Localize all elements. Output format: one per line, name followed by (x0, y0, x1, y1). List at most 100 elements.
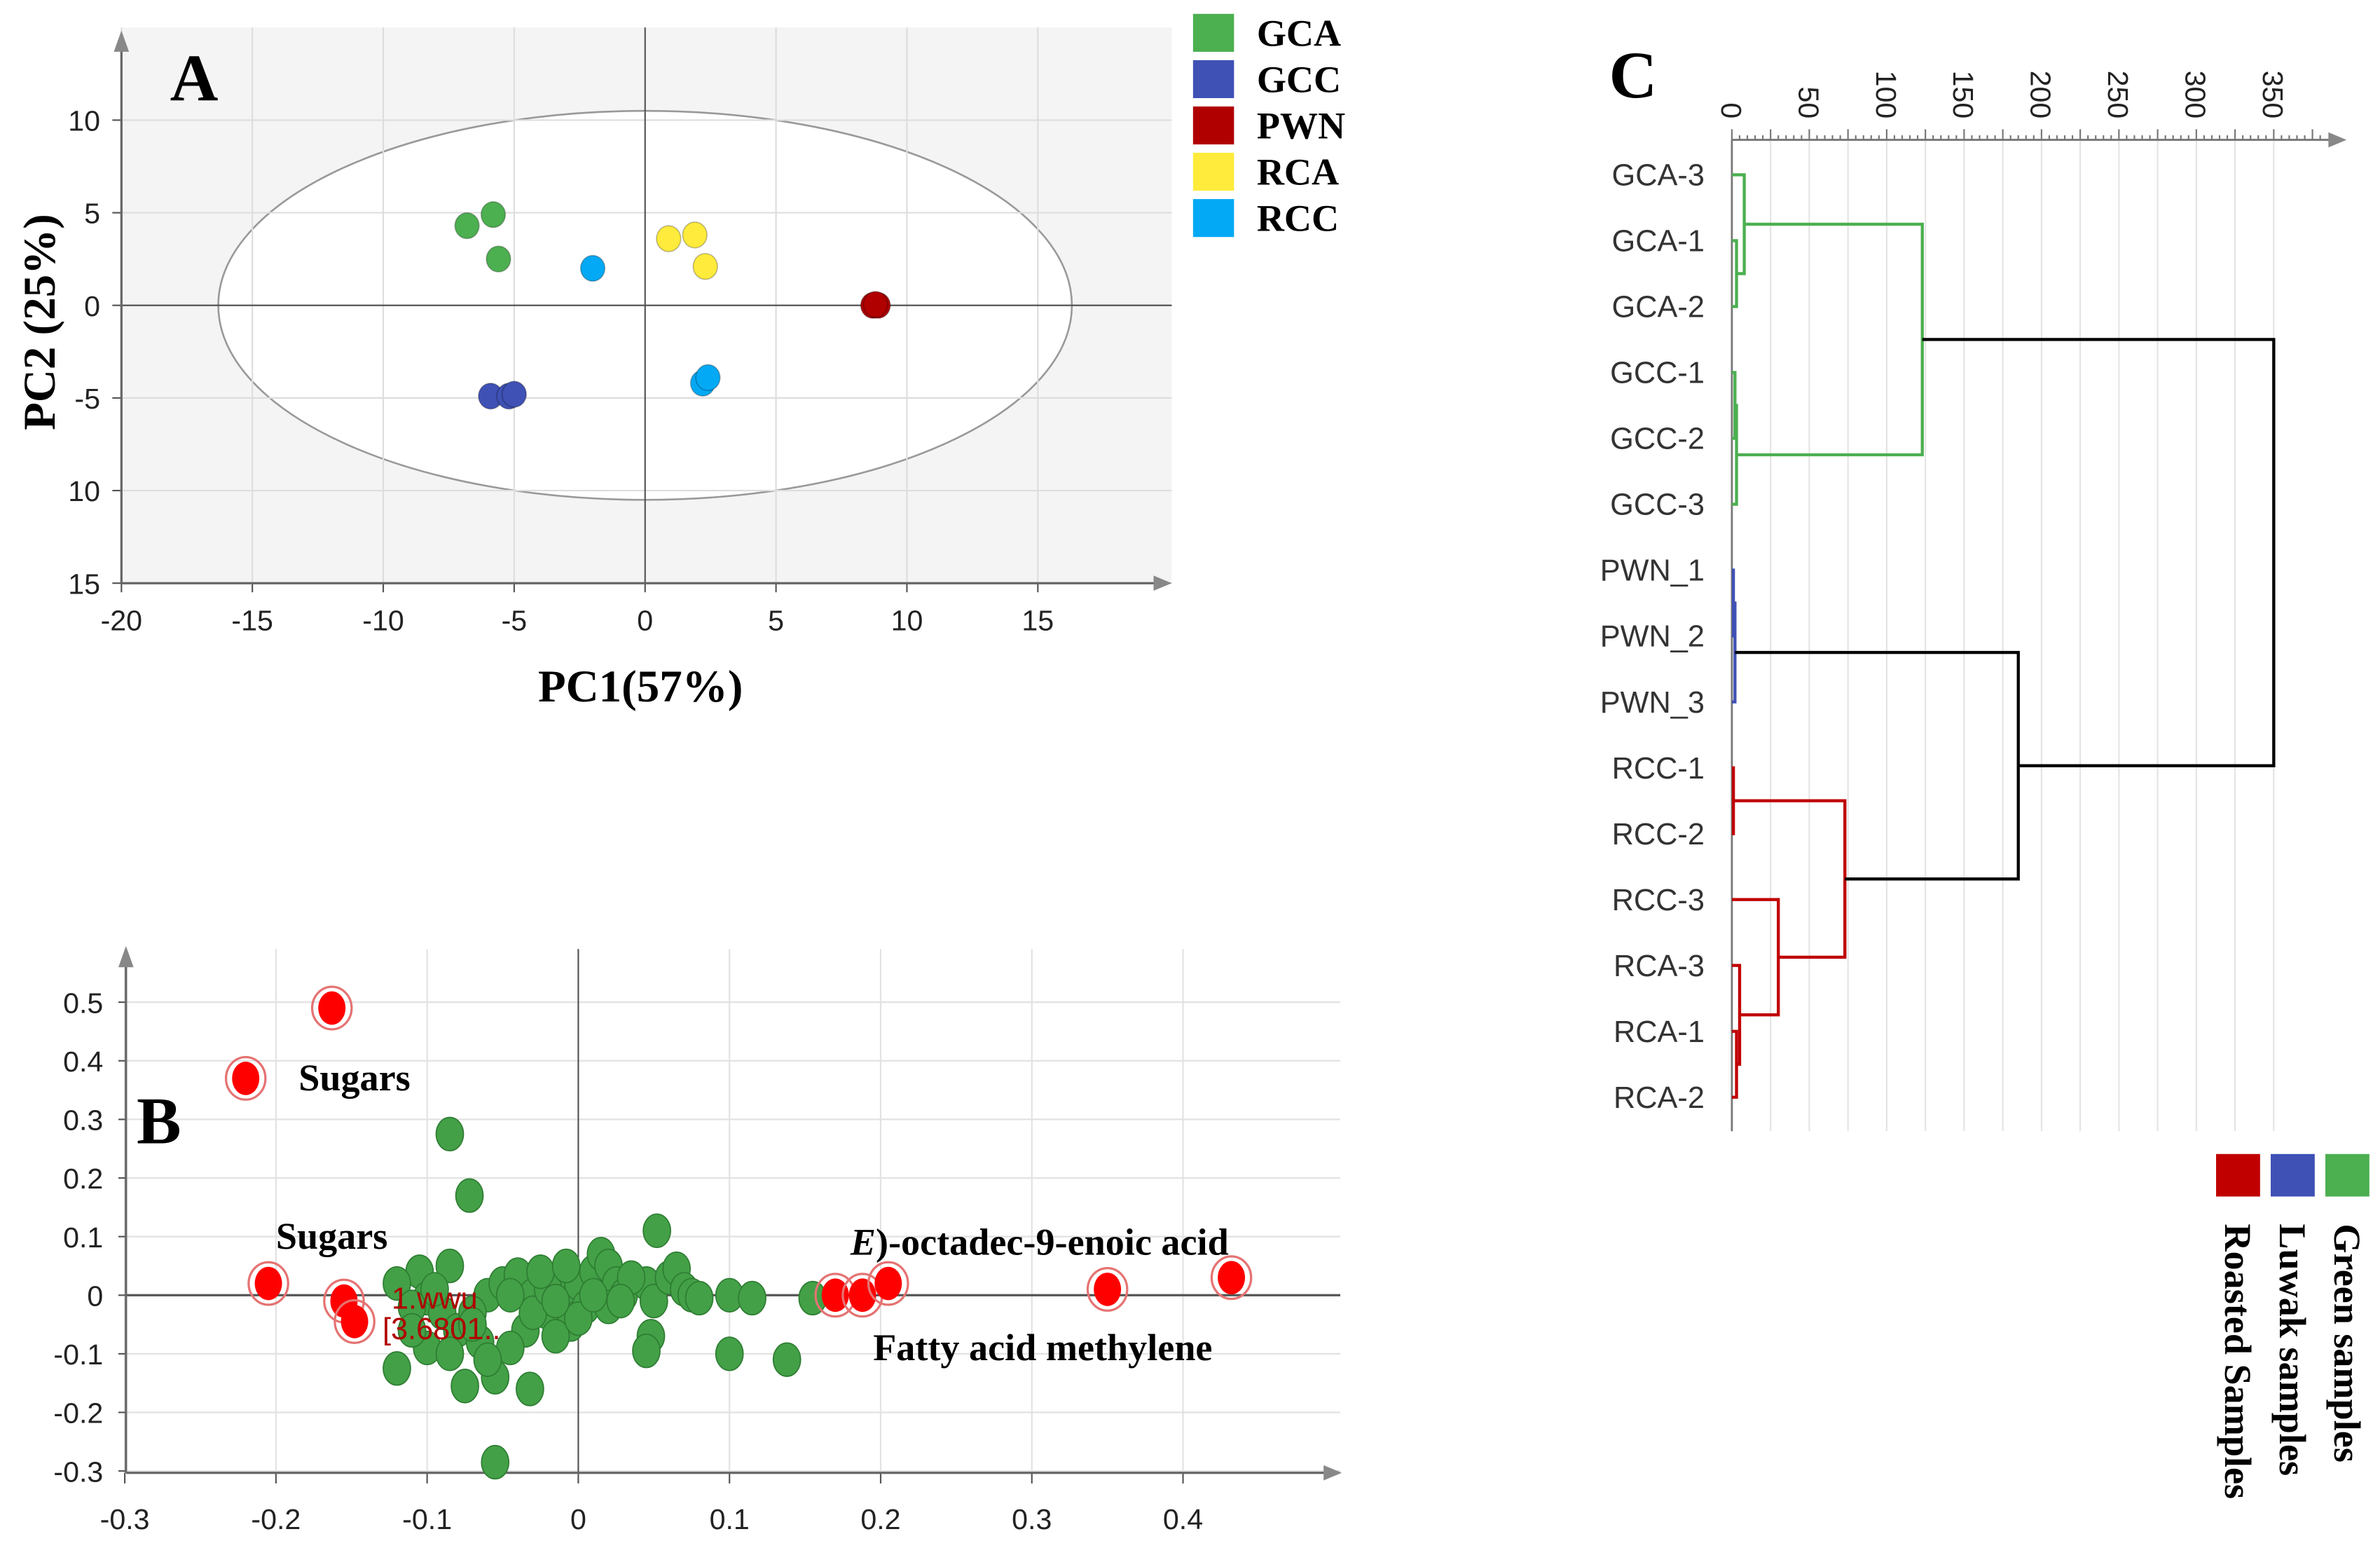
x-tick-label: -5 (502, 604, 528, 636)
annotation-italic: E (850, 1221, 876, 1263)
legend-label: Roasted Samples (2217, 1224, 2259, 1499)
panel-label-a: A (170, 41, 219, 115)
highlighted-point (874, 1266, 902, 1301)
point-label: [3.6801.. (383, 1313, 501, 1346)
loading-point (541, 1319, 570, 1354)
loading-point (458, 1307, 487, 1342)
legend-label: Luwak samples (2271, 1224, 2313, 1476)
legend-label-rca: RCA (1257, 151, 1339, 193)
loading-point (579, 1277, 608, 1313)
score-point-rca (692, 252, 718, 280)
legend-swatch-pwn (1192, 106, 1234, 145)
loading-point (642, 1213, 671, 1248)
leaf-label: PWN_3 (1600, 686, 1705, 720)
y-tick-label: 10 (68, 105, 100, 137)
y-tick-label: 0 (87, 1280, 103, 1312)
panel-label-c: C (1609, 38, 1657, 112)
leaf-label: RCA-3 (1614, 950, 1705, 983)
loading-point (738, 1280, 766, 1316)
score-point-rca (656, 225, 682, 252)
annotation-text: Sugars (276, 1215, 388, 1257)
loading-point (383, 1351, 411, 1386)
x-tick-label: 0.3 (1012, 1503, 1052, 1535)
x-tick-label: -0.2 (251, 1503, 301, 1535)
x-tick-label: 0 (1715, 102, 1747, 118)
y-tick-label: 0.5 (63, 987, 103, 1019)
loading-point (397, 1313, 427, 1348)
highlight-ring (867, 1261, 909, 1306)
leaf-label: RCC-2 (1612, 818, 1705, 851)
x-tick-label: 10 (891, 604, 923, 636)
y-tick-label: -0.3 (53, 1455, 103, 1488)
y-tick-label: 0.3 (63, 1104, 103, 1137)
highlight-ring (224, 1055, 267, 1101)
loading-point (481, 1444, 510, 1480)
y-tick-label: 0.4 (63, 1046, 103, 1078)
loading-point (450, 1369, 479, 1404)
highlighted-point (1218, 1261, 1246, 1295)
x-tick-label: 5 (768, 604, 784, 636)
x-tick-label: -15 (231, 604, 273, 636)
y-axis-title: PC2 (25%) (15, 214, 65, 430)
y-tick-label: 0.2 (63, 1163, 103, 1195)
x-axis-arrow (1323, 1465, 1342, 1481)
x-tick-label: 50 (1792, 86, 1824, 118)
legend-swatch-gcc (1192, 60, 1234, 99)
highlight-ring (310, 985, 353, 1031)
highlighted-point (821, 1278, 849, 1313)
loading-point (473, 1342, 502, 1377)
annotation: Sugars (276, 1215, 388, 1257)
legend-label-rcc: RCC (1257, 198, 1339, 240)
y-tick-label: -0.2 (53, 1397, 103, 1430)
loading-point (420, 1272, 449, 1307)
x-axis-arrow (2328, 132, 2347, 148)
dendrogram-branch (1731, 766, 1735, 835)
x-axis-arrow (1153, 575, 1172, 591)
leaf-label: RCC-1 (1612, 752, 1705, 786)
loading-point (632, 1334, 661, 1369)
x-tick-label: 15 (1022, 604, 1054, 636)
loading-point (526, 1254, 555, 1289)
leaf-label: RCA-2 (1614, 1081, 1705, 1115)
highlighted-point (1094, 1273, 1122, 1306)
loading-point (715, 1336, 744, 1371)
annotation-text: )-octadec-9-enoic acid (876, 1221, 1229, 1263)
x-tick-label: 0.4 (1163, 1503, 1203, 1535)
y-tick-label: 0 (84, 290, 100, 322)
highlight-ring (1210, 1255, 1253, 1301)
loading-point (564, 1301, 593, 1336)
y-tick-label: -5 (74, 383, 100, 415)
highlighted-point (341, 1305, 369, 1338)
leaf-label: GCA-2 (1612, 291, 1705, 324)
legend-swatch-rcc (1192, 199, 1234, 238)
loading-plot: -0.3 -0.2 -0.1 0 0.1 0.2 0.3 0.4 0.5 0.4 0.3 0.2 0.1… (53, 945, 1342, 1535)
highlighted-point (254, 1266, 282, 1301)
x-tick-label: 0 (570, 1503, 586, 1535)
dendrogram-branch (1731, 568, 1735, 638)
leaf-label: GCA-3 (1612, 159, 1705, 193)
point-label: 1.wwu (392, 1282, 478, 1316)
x-tick-label: 0.2 (860, 1503, 900, 1535)
highlighted-point (232, 1062, 260, 1095)
dendrogram-branch (1733, 799, 1847, 959)
legend-swatch (2325, 1153, 2369, 1197)
highlight-ring (1086, 1266, 1129, 1312)
loading-point (606, 1283, 635, 1319)
leaf-label: GCA-1 (1612, 225, 1705, 259)
score-point-gca (486, 245, 511, 273)
loading-point (541, 1283, 570, 1319)
y-axis-arrow (114, 30, 130, 52)
x-tick-label: -20 (101, 604, 142, 636)
loading-point (435, 1116, 465, 1151)
highlight-ring (247, 1261, 289, 1306)
x-axis-title: PC1(57%) (538, 662, 743, 712)
x-tick-label: 0 (637, 604, 653, 636)
x-tick-label: 100 (1870, 71, 1902, 119)
loading-point (639, 1283, 668, 1319)
x-tick-label: 300 (2180, 71, 2212, 119)
annotation-text: Sugars (298, 1057, 411, 1099)
legend-label-gcc: GCC (1257, 58, 1341, 100)
x-tick-label: 150 (1947, 71, 1979, 119)
